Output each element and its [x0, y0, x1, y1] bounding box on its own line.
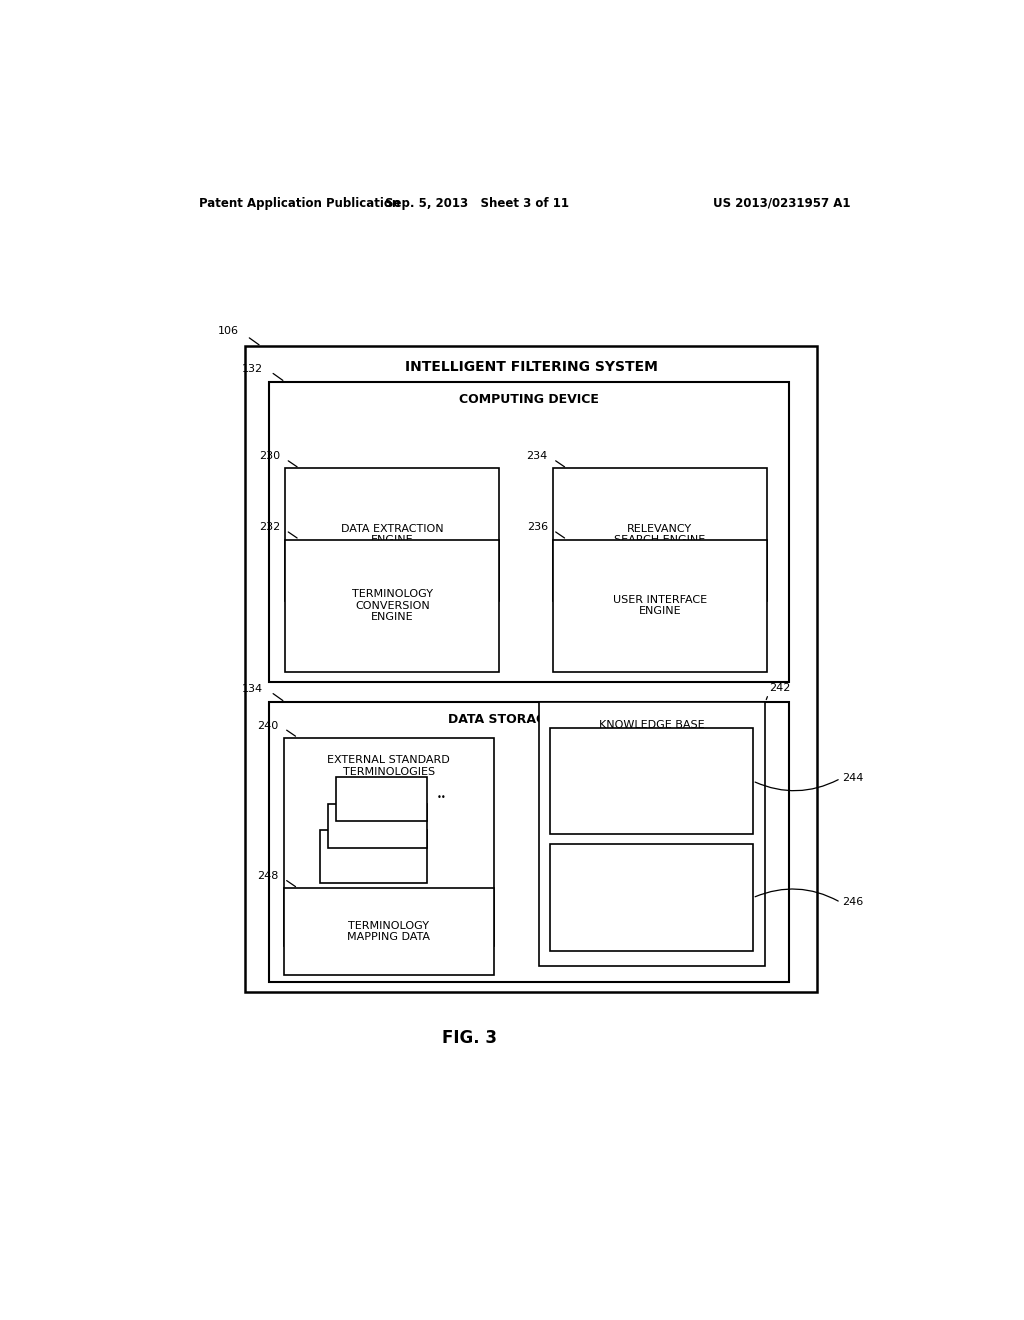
FancyBboxPatch shape [246, 346, 817, 991]
Text: 246: 246 [842, 898, 863, 907]
FancyBboxPatch shape [285, 540, 500, 672]
FancyBboxPatch shape [553, 469, 767, 601]
FancyBboxPatch shape [550, 727, 753, 834]
Text: DIAGNOSTIC
RELATIONSHIP
DATA: DIAGNOSTIC RELATIONSHIP DATA [611, 882, 691, 915]
Text: 230: 230 [259, 451, 281, 461]
Text: INTERNAL MEDICAL
TERMINOLOGY: INTERNAL MEDICAL TERMINOLOGY [597, 770, 706, 792]
Text: ••: •• [436, 793, 446, 801]
Text: TERMINOLOGY
CONVERSION
ENGINE: TERMINOLOGY CONVERSION ENGINE [352, 589, 433, 622]
FancyBboxPatch shape [284, 738, 494, 946]
Text: Sep. 5, 2013   Sheet 3 of 11: Sep. 5, 2013 Sheet 3 of 11 [385, 197, 569, 210]
FancyBboxPatch shape [269, 381, 790, 682]
FancyBboxPatch shape [328, 804, 427, 847]
FancyBboxPatch shape [550, 845, 753, 952]
Text: US 2013/0231957 A1: US 2013/0231957 A1 [713, 197, 850, 210]
Text: 248: 248 [257, 871, 279, 880]
Text: LOINC: LOINC [366, 795, 397, 804]
Text: TERMINOLOGY
MAPPING DATA: TERMINOLOGY MAPPING DATA [347, 920, 430, 942]
FancyBboxPatch shape [336, 777, 427, 821]
Text: USER INTERFACE
ENGINE: USER INTERFACE ENGINE [612, 595, 707, 616]
Text: 240: 240 [257, 721, 279, 731]
Text: RXNORM: RXNORM [354, 821, 400, 830]
FancyBboxPatch shape [539, 702, 765, 966]
Text: INTELLIGENT FILTERING SYSTEM: INTELLIGENT FILTERING SYSTEM [404, 360, 657, 374]
Text: 132: 132 [242, 364, 263, 374]
Text: SNOMED
TERMS: SNOMED TERMS [350, 846, 396, 867]
Text: 234: 234 [526, 451, 548, 461]
Text: DATA STORAGE DEVICE: DATA STORAGE DEVICE [449, 713, 610, 726]
FancyBboxPatch shape [321, 830, 427, 883]
FancyBboxPatch shape [269, 702, 790, 982]
Text: 106: 106 [218, 326, 239, 337]
FancyBboxPatch shape [553, 540, 767, 672]
Text: RELEVANCY
SEARCH ENGINE: RELEVANCY SEARCH ENGINE [614, 524, 706, 545]
Text: COMPUTING DEVICE: COMPUTING DEVICE [459, 393, 599, 405]
Text: 232: 232 [259, 523, 281, 532]
Text: Patent Application Publication: Patent Application Publication [200, 197, 400, 210]
Text: 242: 242 [769, 682, 791, 693]
FancyBboxPatch shape [285, 469, 500, 601]
Text: KNOWLEDGE BASE: KNOWLEDGE BASE [599, 719, 705, 730]
Text: FIG. 3: FIG. 3 [441, 1028, 497, 1047]
Text: EXTERNAL STANDARD
TERMINOLOGIES: EXTERNAL STANDARD TERMINOLOGIES [328, 755, 451, 777]
FancyBboxPatch shape [284, 888, 494, 974]
Text: DATA EXTRACTION
ENGINE: DATA EXTRACTION ENGINE [341, 524, 443, 545]
Text: 244: 244 [842, 774, 863, 783]
Text: 134: 134 [242, 684, 263, 694]
Text: 236: 236 [526, 523, 548, 532]
